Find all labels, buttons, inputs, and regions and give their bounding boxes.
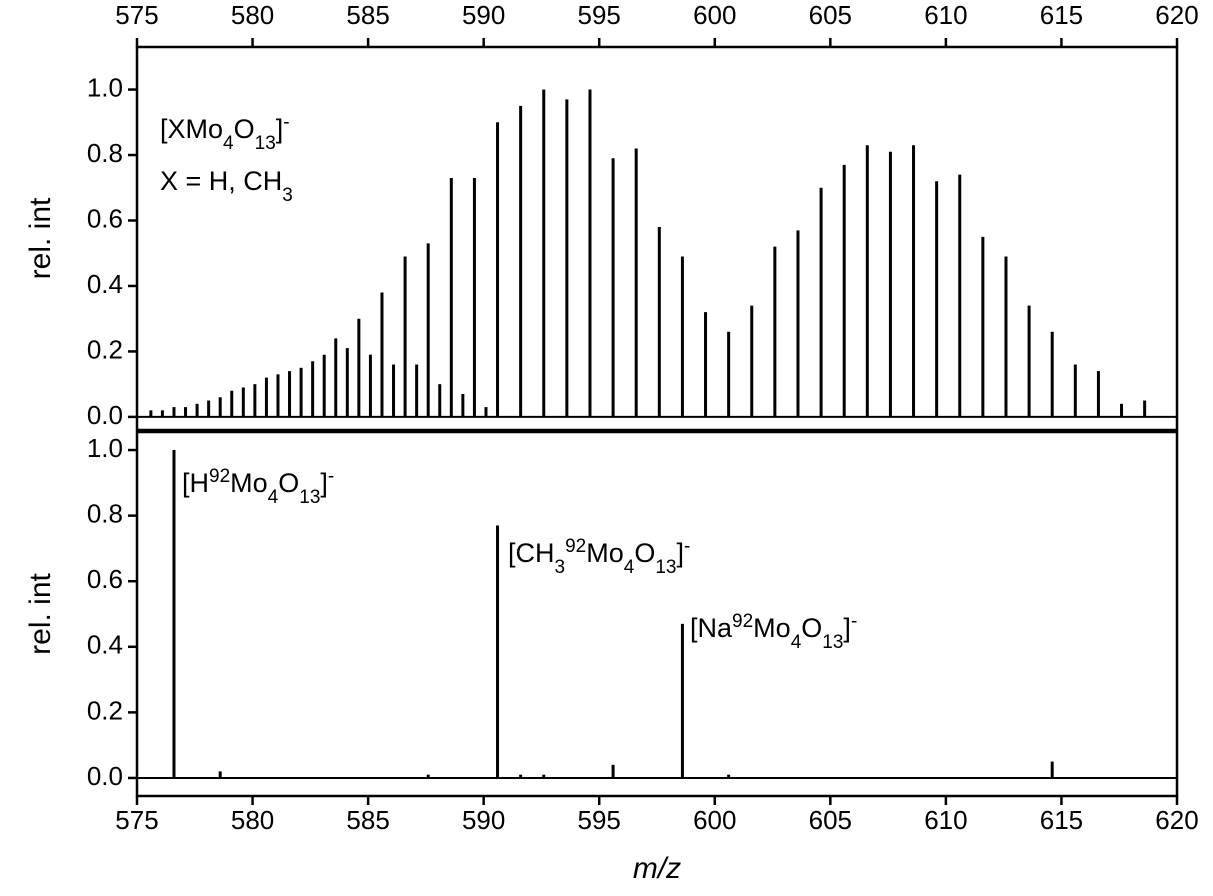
- x-tick-label: 585: [346, 0, 389, 30]
- x-tick-label: 575: [115, 805, 158, 835]
- y-tick-label: 0.4: [87, 269, 123, 299]
- annotation-part: 3: [555, 557, 566, 578]
- y-tick-label: 0.8: [87, 138, 123, 168]
- x-tick-label: 620: [1155, 805, 1198, 835]
- annotation-part: 13: [255, 133, 276, 154]
- annotation-part: -: [328, 466, 334, 487]
- annotation-part: [XMo: [160, 114, 223, 144]
- annotation-part: 92: [209, 466, 230, 487]
- y-tick-label: 1.0: [87, 72, 123, 102]
- annotation-part: 13: [299, 487, 320, 508]
- annotation-part: Mo: [586, 538, 624, 568]
- annotation-part: 4: [624, 557, 635, 578]
- annotation: [Na92Mo4O13]-: [690, 611, 857, 653]
- annotation-part: 4: [791, 632, 802, 653]
- annotation-part: Mo: [230, 468, 268, 498]
- annotation-part: ]: [276, 114, 284, 144]
- annotation-part: [Na: [690, 613, 733, 643]
- plot-frame: [135, 430, 1179, 798]
- x-tick-label: 605: [809, 805, 852, 835]
- y-tick-label: 0.0: [87, 761, 123, 791]
- y-tick-label: 1.0: [87, 433, 123, 463]
- annotation-part: 3: [282, 185, 293, 206]
- x-axis-label: m/z: [633, 852, 681, 885]
- y-tick-label: 0.8: [87, 498, 123, 528]
- annotation-part: ]: [676, 538, 684, 568]
- annotation-part: -: [283, 112, 289, 133]
- annotation-part: -: [684, 536, 690, 557]
- annotation-part: O: [634, 538, 655, 568]
- x-tick-label: 610: [924, 0, 967, 30]
- annotation: [H92Mo4O13]-: [182, 466, 334, 508]
- annotation-part: 4: [223, 133, 234, 154]
- annotation: X = H, CH3: [160, 166, 293, 206]
- x-tick-label: 610: [924, 805, 967, 835]
- y-tick-label: 0.2: [87, 695, 123, 725]
- y-tick-label: 0.6: [87, 203, 123, 233]
- annotation-part: X = H, CH: [160, 166, 282, 196]
- y-axis-label: rel. int: [24, 572, 57, 654]
- annotation-part: O: [801, 613, 822, 643]
- y-tick-label: 0.4: [87, 630, 123, 660]
- x-tick-label: 605: [809, 0, 852, 30]
- annotation-part: 4: [268, 487, 279, 508]
- x-tick-label: 615: [1040, 805, 1083, 835]
- annotation-part: ]: [843, 613, 851, 643]
- annotation-part: [H: [182, 468, 209, 498]
- x-tick-label: 620: [1155, 0, 1198, 30]
- annotation-part: -: [851, 611, 857, 632]
- annotation-part: 13: [822, 632, 843, 653]
- x-tick-label: 585: [346, 805, 389, 835]
- x-tick-label: 595: [578, 0, 621, 30]
- annotation-part: 92: [732, 611, 753, 632]
- annotation-part: [CH: [508, 538, 555, 568]
- x-tick-label: 580: [231, 805, 274, 835]
- x-tick-label: 580: [231, 0, 274, 30]
- annotation-part: 92: [565, 536, 586, 557]
- y-tick-label: 0.2: [87, 334, 123, 364]
- y-tick-label: 0.6: [87, 564, 123, 594]
- annotation: [CH392Mo4O13]-: [508, 536, 690, 578]
- y-axis-label: rel. int: [24, 197, 57, 279]
- annotation-part: ]: [320, 468, 328, 498]
- annotation: [XMo4O13]-: [160, 112, 290, 154]
- annotation-part: 13: [655, 557, 676, 578]
- x-tick-label: 595: [578, 805, 621, 835]
- y-tick-label: 0.0: [87, 400, 123, 430]
- x-tick-label: 590: [462, 805, 505, 835]
- x-tick-label: 615: [1040, 0, 1083, 30]
- x-tick-label: 600: [693, 805, 736, 835]
- annotation-part: Mo: [753, 613, 791, 643]
- plot-frame: [135, 45, 1179, 432]
- x-tick-label: 590: [462, 0, 505, 30]
- annotation-part: O: [278, 468, 299, 498]
- x-tick-label: 575: [115, 0, 158, 30]
- x-tick-label: 600: [693, 0, 736, 30]
- annotation-part: O: [234, 114, 255, 144]
